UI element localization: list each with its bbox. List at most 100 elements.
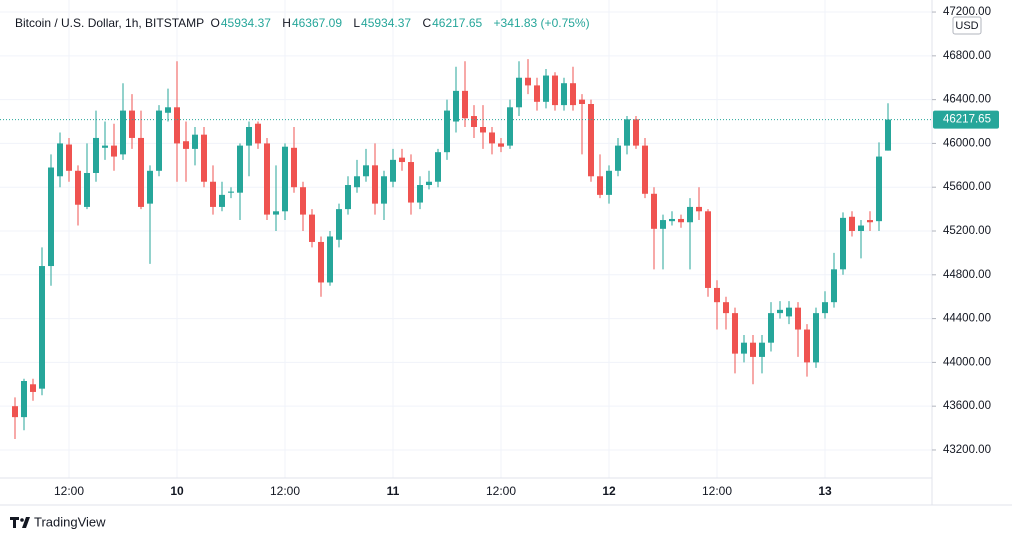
- candle-body: [93, 137, 99, 173]
- x-tick-label: 12:00: [270, 484, 300, 498]
- candle-body: [840, 217, 846, 270]
- candle-body: [534, 85, 540, 102]
- candle-body: [129, 110, 135, 138]
- candle-body: [291, 147, 297, 188]
- close-label: C: [422, 16, 432, 30]
- candle-body: [255, 123, 261, 144]
- x-tick-label: 12:00: [702, 484, 732, 498]
- open-label: O: [210, 16, 220, 30]
- candle-body: [705, 211, 711, 288]
- low-value: 45934.37: [361, 16, 412, 30]
- candle-body: [444, 110, 450, 153]
- candle-body: [57, 143, 63, 177]
- candle-body: [354, 176, 360, 188]
- candle-body: [273, 211, 279, 215]
- candle-body: [678, 218, 684, 223]
- candle-body: [579, 99, 585, 105]
- candle-body: [723, 302, 729, 314]
- candle-body: [822, 302, 828, 314]
- candle-body: [426, 181, 432, 186]
- high-value: 46367.09: [291, 16, 342, 30]
- candle-body: [507, 107, 513, 146]
- brand: TradingView: [34, 514, 106, 529]
- candle-body: [471, 116, 477, 127]
- candle-body: [138, 137, 144, 207]
- y-tick-label: 47200.00: [943, 6, 991, 18]
- candle-body: [183, 141, 189, 149]
- candle-body: [597, 176, 603, 195]
- candle-body: [786, 307, 792, 317]
- candle-body: [156, 110, 162, 171]
- y-tick-label: 44400.00: [943, 313, 991, 325]
- candle-body: [876, 156, 882, 222]
- candle-body: [687, 206, 693, 223]
- candle-body: [48, 167, 54, 267]
- candle-body: [552, 75, 558, 106]
- candle-body: [669, 218, 675, 222]
- candle-body: [210, 181, 216, 207]
- candle-body: [858, 225, 864, 232]
- candle-body: [174, 107, 180, 144]
- candle-body: [813, 313, 819, 363]
- candle-body: [849, 216, 855, 232]
- candle-body: [651, 193, 657, 229]
- candle-body: [714, 287, 720, 303]
- y-tick-label: 44800.00: [943, 269, 991, 281]
- candle-body: [147, 170, 153, 204]
- candle-body: [453, 90, 459, 122]
- candle-body: [777, 309, 783, 314]
- x-tick-label: 12:00: [54, 484, 84, 498]
- candle-body: [741, 342, 747, 354]
- low-label: L: [353, 16, 361, 30]
- candle-body: [480, 126, 486, 133]
- candle-body: [867, 220, 873, 223]
- candle-body: [660, 220, 666, 229]
- currency-box: [952, 16, 982, 35]
- candle-body: [21, 380, 27, 418]
- candle-body: [417, 185, 423, 203]
- candle-body: [624, 119, 630, 146]
- candle-body: [219, 194, 225, 207]
- candle-body: [696, 206, 702, 212]
- high-label: H: [282, 16, 291, 30]
- candle-body: [588, 104, 594, 177]
- candle-body: [525, 77, 531, 86]
- candle-body: [165, 107, 171, 113]
- candle-body: [282, 146, 288, 212]
- candle-body: [750, 342, 756, 357]
- currency: USD: [955, 20, 978, 32]
- candle-body: [39, 266, 45, 389]
- candle-body: [489, 132, 495, 144]
- candle-body: [606, 170, 612, 195]
- candle-body: [318, 241, 324, 283]
- candle-body: [885, 119, 891, 151]
- last-price-tag: [933, 110, 999, 129]
- candle-body: [570, 83, 576, 106]
- candle-body: [30, 384, 36, 392]
- candle-body: [111, 145, 117, 157]
- close-value: 46217.65: [432, 16, 483, 30]
- x-tick-label: 12: [602, 484, 616, 498]
- legend-header: Bitcoin / U.S. Dollar, 1h, BITSTAMP O459…: [15, 16, 598, 30]
- candle-body: [795, 307, 801, 330]
- y-tick-label: 44000.00: [943, 356, 991, 368]
- candle-body: [768, 313, 774, 343]
- candle-body: [264, 143, 270, 215]
- candles: [0, 59, 932, 440]
- candle-body: [462, 90, 468, 119]
- candle-body: [120, 110, 126, 155]
- candle-body: [237, 145, 243, 193]
- candle-body: [336, 209, 342, 240]
- candle-body: [309, 214, 315, 242]
- candle-body: [408, 162, 414, 203]
- x-tick-label: 11: [387, 484, 400, 498]
- candle-body: [831, 269, 837, 303]
- y-tick-label: 45600.00: [943, 181, 991, 193]
- candle-body: [543, 75, 549, 102]
- candle-body: [300, 187, 306, 215]
- candle-body: [66, 144, 72, 171]
- last-price-label: 46217.65: [943, 114, 991, 126]
- y-tick-label: 46400.00: [943, 94, 991, 106]
